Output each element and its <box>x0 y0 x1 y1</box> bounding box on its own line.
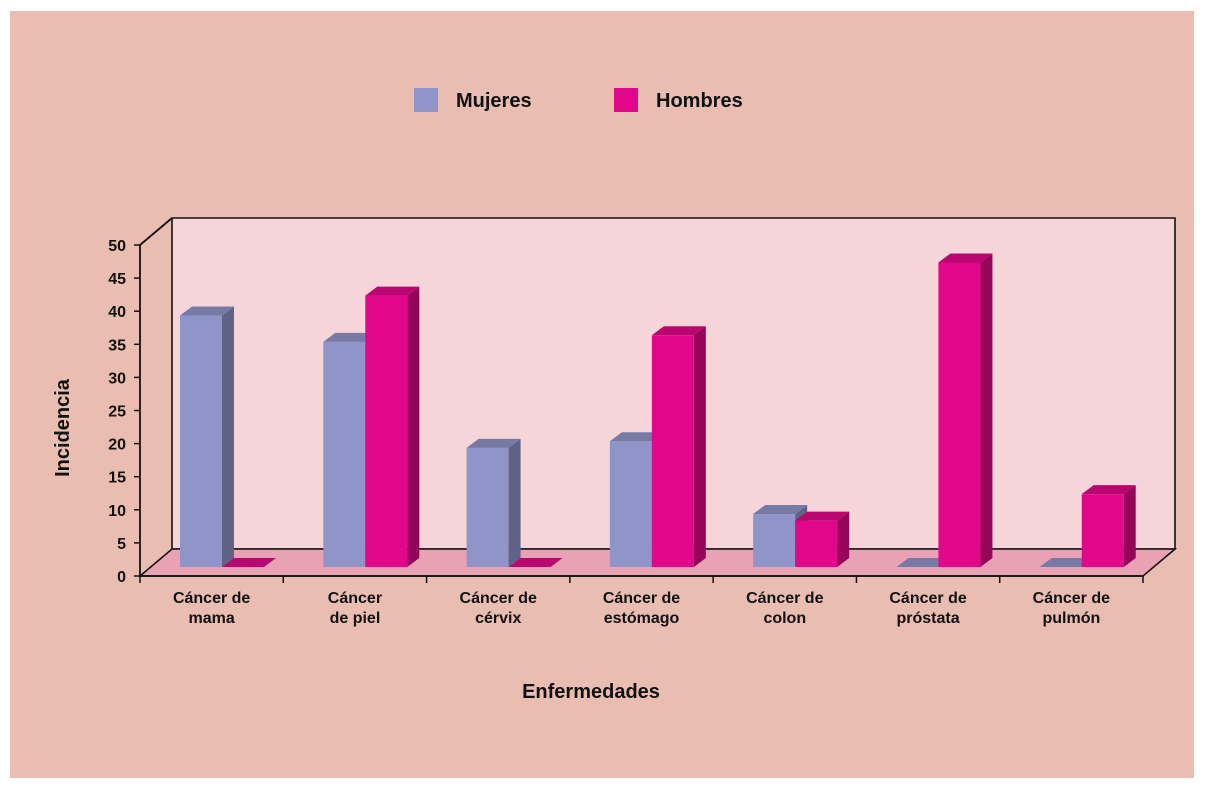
bar-top <box>365 286 420 296</box>
bar-top <box>466 438 521 448</box>
bar-mujeres-6 <box>1039 558 1094 567</box>
bar-top <box>938 253 993 263</box>
bar-hombres-1 <box>365 286 420 567</box>
bar-top <box>508 558 563 567</box>
x-tick-label: Cáncer de próstata <box>889 590 966 627</box>
bar-front <box>651 335 694 567</box>
x-tick-label: Cáncer de piel <box>328 590 382 627</box>
bar-top <box>609 432 664 442</box>
bar-side <box>693 326 706 567</box>
x-tick-label: Cáncer de cérvix <box>460 590 537 627</box>
y-axis-top-depth <box>139 217 173 246</box>
legend: Mujeres Hombres <box>414 88 743 112</box>
bar-hombres-3 <box>651 326 706 567</box>
bar-side <box>222 306 234 567</box>
bar-mujeres-2 <box>466 438 521 567</box>
legend-swatch-hombres <box>614 88 638 112</box>
bar-top <box>180 306 234 316</box>
y-tick-label: 45 <box>108 271 126 288</box>
y-tick-label: 40 <box>108 304 126 321</box>
legend-label-mujeres: Mujeres <box>456 90 532 112</box>
bar-front <box>1081 494 1124 567</box>
bar-side <box>407 286 420 567</box>
bar-front <box>365 295 408 567</box>
x-tick-label: Cáncer de colon <box>746 590 823 627</box>
bar-hombres-4 <box>795 511 850 567</box>
bar-front <box>753 514 796 567</box>
y-axis-label: Incidencia <box>52 378 74 477</box>
bar-hombres-6 <box>1081 485 1136 567</box>
bar-side <box>508 438 521 567</box>
bar-top <box>896 558 951 567</box>
bar-side <box>980 253 993 568</box>
bar-side <box>837 511 850 567</box>
bar-top <box>222 558 276 567</box>
y-tick-labels: 0 5 10 15 20 25 30 35 40 45 50 <box>108 238 126 586</box>
x-tick-label: Cáncer de estómago <box>603 590 680 627</box>
y-tick-label: 50 <box>108 238 126 255</box>
bar-top <box>323 332 378 342</box>
bar-hombres-0 <box>222 558 276 567</box>
y-tick-label: 10 <box>108 503 126 520</box>
bar-front <box>795 520 838 567</box>
bar-front <box>609 441 652 567</box>
bar-hombres-5 <box>938 253 993 568</box>
y-tick-label: 30 <box>108 370 126 387</box>
bar-top <box>795 511 850 521</box>
bar-front <box>323 341 366 567</box>
bar-top <box>1081 485 1136 495</box>
legend-label-hombres: Hombres <box>656 90 743 112</box>
bars <box>180 253 1136 568</box>
bar-side <box>1123 485 1136 567</box>
legend-swatch-mujeres <box>414 88 438 112</box>
x-tick-label: Cáncer de pulmón <box>1033 590 1110 627</box>
bar-top <box>651 326 706 336</box>
x-tick-label: Cáncer de mama <box>173 590 250 627</box>
bar-front <box>180 315 222 567</box>
y-tick-label: 5 <box>117 536 126 553</box>
y-tick-label: 20 <box>108 437 126 454</box>
y-tick-label: 35 <box>108 337 126 354</box>
y-tick-label: 15 <box>108 470 126 487</box>
y-tick-label: 0 <box>117 569 126 586</box>
bar-front <box>466 447 509 567</box>
bar-mujeres-0 <box>180 306 234 567</box>
bar-hombres-2 <box>508 558 563 567</box>
y-tick-label: 25 <box>108 404 126 421</box>
axes <box>134 217 1144 583</box>
x-axis-label: Enfermedades <box>522 681 660 703</box>
bar-top <box>753 505 808 515</box>
bar-front <box>938 262 981 567</box>
bar-mujeres-5 <box>896 558 951 567</box>
bar-top <box>1039 558 1094 567</box>
x-tick-labels: Cáncer de mama Cáncer de piel Cáncer de cérvi… <box>173 590 1110 627</box>
